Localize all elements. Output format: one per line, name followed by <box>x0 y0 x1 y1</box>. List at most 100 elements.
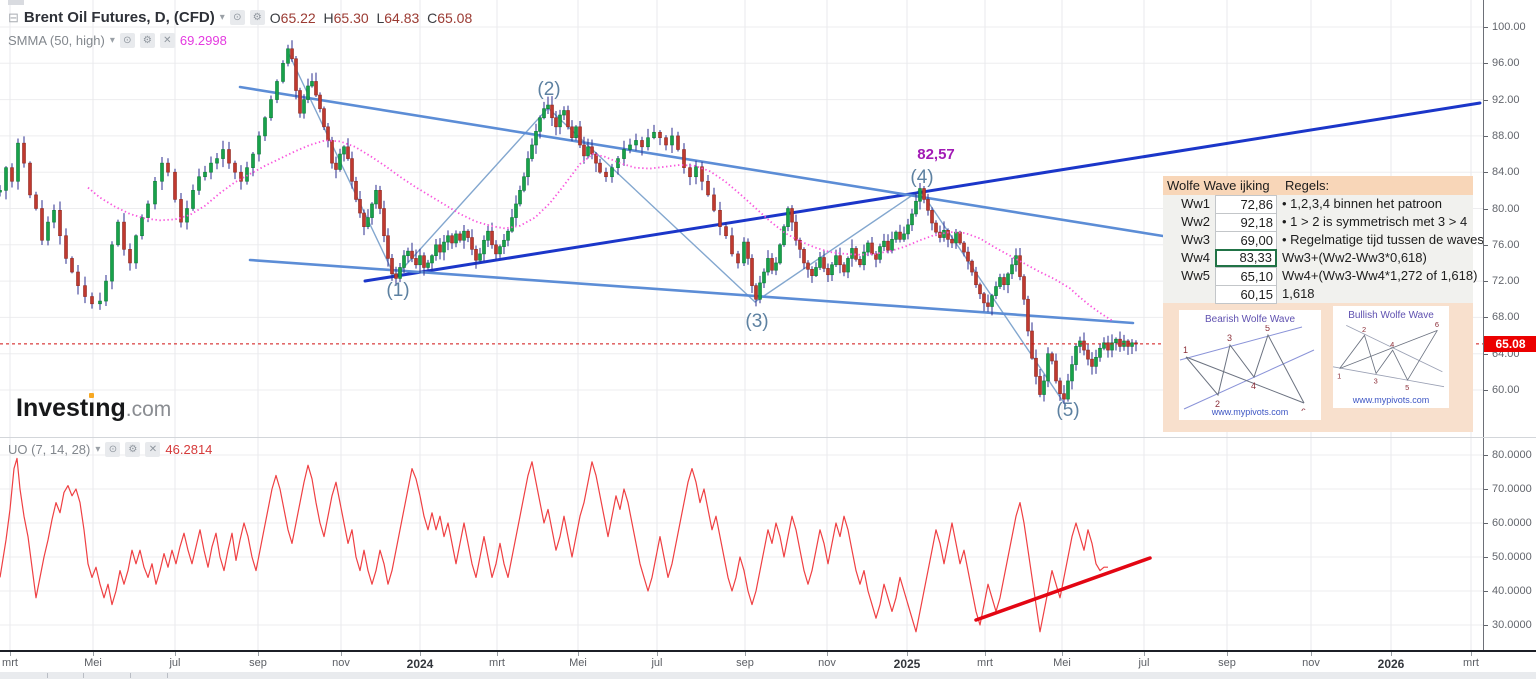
time-tick <box>420 652 421 656</box>
uo-tick-label: 40.0000 <box>1492 585 1532 597</box>
uo-value: 46.2814 <box>165 442 213 457</box>
svg-text:3: 3 <box>1374 376 1378 385</box>
price-tick-label: 96.00 <box>1492 57 1520 70</box>
time-tick <box>341 652 342 656</box>
candlestick-chart[interactable] <box>0 0 1483 437</box>
wolfe-table-title: Wolfe Wave ijking <box>1167 178 1270 193</box>
time-tick <box>10 652 11 656</box>
uo-oscillator-chart[interactable] <box>0 437 1483 650</box>
price-callout-82-57: 82,57 <box>917 146 955 163</box>
price-tick-label: 88.00 <box>1492 129 1520 142</box>
close-icon[interactable]: ✕ <box>159 33 175 48</box>
horizontal-scrollbar[interactable] <box>0 672 1536 679</box>
wolfe-row-value: 72,86 <box>1215 195 1277 214</box>
uo-indicator-header: UO (7, 14, 28) ▾ ⊙ ⚙ ✕ 46.2814 <box>8 442 212 457</box>
time-tick <box>827 652 828 656</box>
time-tick <box>1227 652 1228 656</box>
wolfe-row-label: Ww4 <box>1181 250 1210 265</box>
price-tick-label: 80.00 <box>1492 202 1520 215</box>
wave-label: (1) <box>386 280 410 301</box>
time-tick <box>985 652 986 656</box>
symbol-title: Brent Oil Futures, D, (CFD) <box>23 9 215 26</box>
price-tick-label: 76.00 <box>1492 238 1520 251</box>
price-tick-label: 84.00 <box>1492 166 1520 179</box>
price-pane[interactable]: ⊟ Brent Oil Futures, D, (CFD) ▾ ⊙ ⚙ O65.… <box>0 0 1483 437</box>
uo-tick-label: 70.0000 <box>1492 483 1532 495</box>
hide-icon[interactable]: ⊙ <box>229 10 245 25</box>
mypivots-watermark: www.mypivots.com <box>1211 407 1289 417</box>
time-tick <box>745 652 746 656</box>
svg-text:5: 5 <box>1405 383 1409 392</box>
price-tick-label: 100.00 <box>1492 21 1526 33</box>
time-label: Mei <box>84 657 102 669</box>
uo-label: UO (7, 14, 28) <box>8 442 91 457</box>
axis-tick <box>1484 281 1488 283</box>
hide-icon[interactable]: ⊙ <box>105 442 121 457</box>
last-price-badge: 65.08 <box>1484 336 1536 352</box>
axis-tick <box>1484 353 1488 355</box>
wolfe-table-row: Ww2 92,18 • 1 > 2 is symmetrisch met 3 > 4 <box>1163 213 1473 232</box>
gear-icon[interactable]: ⚙ <box>125 442 141 457</box>
hide-icon[interactable]: ⊙ <box>119 33 135 48</box>
price-axis[interactable]: 100.00 96.00 92.00 88.00 84.00 80.00 76.00 72.0… <box>1483 0 1536 650</box>
smma-indicator-header: SMMA (50, high) ▾ ⊙ ⚙ ✕ 69.2998 <box>8 33 227 48</box>
smma-label: SMMA (50, high) <box>8 33 105 48</box>
time-tick <box>657 652 658 656</box>
chevron-down-icon[interactable]: ▾ <box>219 12 225 23</box>
wolfe-table-row: Ww4 83,33 Ww3+(Ww2-Ww3*0,618) <box>1163 249 1473 267</box>
close-icon[interactable]: ✕ <box>145 442 161 457</box>
time-tick <box>1391 652 1392 656</box>
wolfe-rules-title: Regels: <box>1285 178 1330 193</box>
axis-tick <box>1484 244 1488 246</box>
time-label: jul <box>169 657 181 669</box>
wolfe-row-label: Ww2 <box>1181 214 1210 229</box>
uo-indicator-pane[interactable]: UO (7, 14, 28) ▾ ⊙ ⚙ ✕ 46.2814 <box>0 437 1483 650</box>
time-axis[interactable]: mrt Mei jul sep nov 2024 mrt Mei jul sep nov 2025 mr… <box>0 652 1536 672</box>
axis-tick <box>1484 557 1488 558</box>
bullish-title: Bullish Wolfe Wave <box>1348 310 1434 321</box>
wolfe-row-value: 92,18 <box>1215 213 1277 232</box>
svg-text:1: 1 <box>1337 371 1341 380</box>
wolfe-row-note: • Regelmatige tijd tussen de waves <box>1282 232 1484 247</box>
wolfe-table-row: Ww5 65,10 Ww4+(Ww3-Ww4*1,272 of 1,618) <box>1163 267 1477 286</box>
wolfe-row-value: 60,15 <box>1215 285 1277 304</box>
bullish-diagram: 1 2 3 4 5 6 <box>1332 320 1445 392</box>
time-label: mrt <box>1463 657 1479 669</box>
time-tick <box>175 652 176 656</box>
time-label: nov <box>332 657 350 669</box>
toolbar-fragment <box>8 0 24 5</box>
price-tick-label: 60.00 <box>1492 384 1520 396</box>
collapse-icon[interactable]: ⊟ <box>8 9 19 25</box>
time-label: 2024 <box>406 657 434 671</box>
time-label: jul <box>651 657 663 669</box>
gear-icon[interactable]: ⚙ <box>249 10 265 25</box>
time-tick <box>1311 652 1312 656</box>
wolfe-row-note: 1,618 <box>1282 286 1315 301</box>
chevron-down-icon[interactable]: ▾ <box>95 444 101 455</box>
time-label: Mei <box>1053 657 1071 669</box>
axis-tick <box>1484 625 1488 626</box>
wave-label: (3) <box>745 311 769 332</box>
bullish-wolfe-wave-image: Bullish Wolfe Wave 1 2 3 4 5 6 www.mypivots.c… <box>1332 306 1449 408</box>
time-label: sep <box>1218 657 1236 669</box>
gear-icon[interactable]: ⚙ <box>139 33 155 48</box>
time-label: 2025 <box>893 657 921 671</box>
wave-label: (5) <box>1056 400 1080 421</box>
time-tick <box>93 652 94 656</box>
time-label: 2026 <box>1377 657 1405 671</box>
price-tick-label: 72.00 <box>1492 275 1520 288</box>
uo-tick-label: 60.0000 <box>1492 517 1532 529</box>
mypivots-watermark: www.mypivots.com <box>1352 395 1430 405</box>
time-label: Mei <box>569 657 587 669</box>
wolfe-row-note: Ww3+(Ww2-Ww3*0,618) <box>1282 250 1427 265</box>
time-tick <box>1471 652 1472 656</box>
axis-tick <box>1484 390 1488 391</box>
uo-tick-label: 50.0000 <box>1492 551 1532 563</box>
svg-text:4: 4 <box>1251 381 1256 391</box>
chevron-down-icon[interactable]: ▾ <box>109 35 115 46</box>
price-tick-label: 68.00 <box>1492 311 1520 324</box>
wolfe-row-label: Ww3 <box>1181 232 1210 247</box>
time-label: nov <box>818 657 836 669</box>
pane-separator[interactable] <box>0 437 1536 438</box>
